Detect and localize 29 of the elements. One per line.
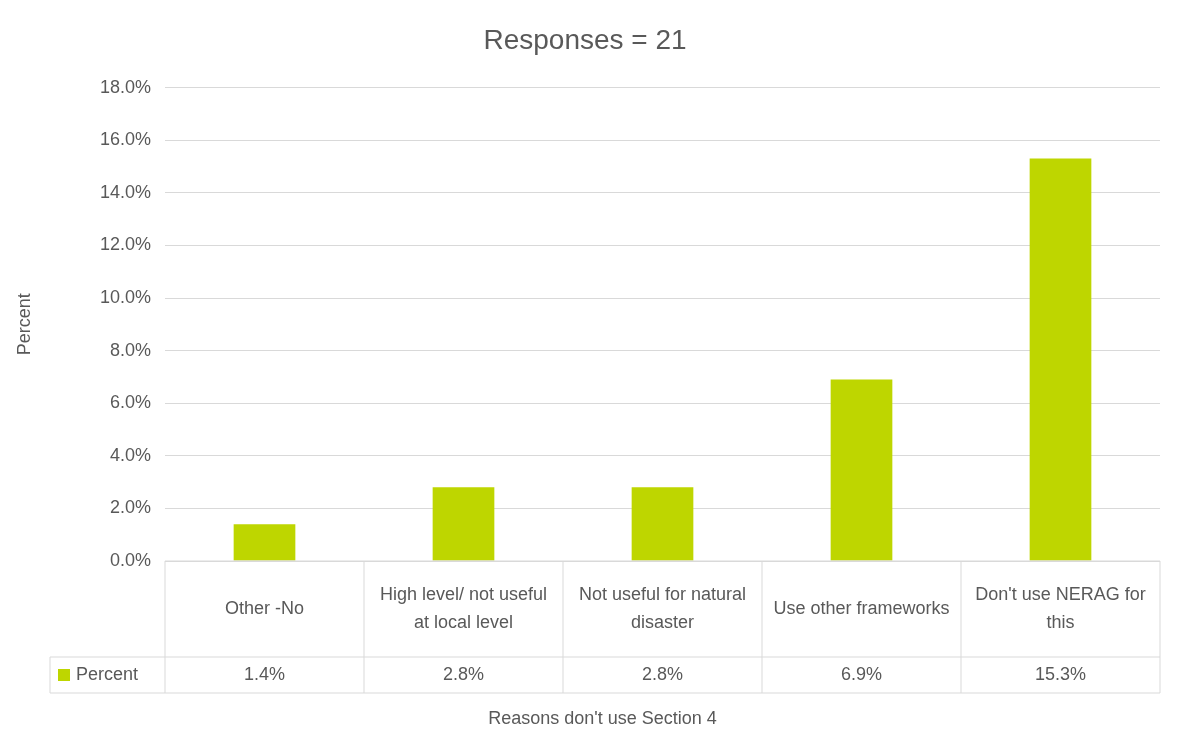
bar [1029, 158, 1092, 561]
y-tick-label: 14.0% [99, 181, 151, 202]
data-label: 6.9% [840, 663, 883, 684]
y-axis-title: Percent [13, 293, 34, 356]
y-tick-label: 2.0% [109, 497, 151, 518]
y-tick-label: 12.0% [99, 234, 151, 255]
bar [830, 379, 893, 561]
y-tick-label: 4.0% [109, 444, 151, 465]
bar [233, 524, 296, 561]
data-label: 1.4% [243, 663, 286, 684]
data-label: 15.3% [1034, 663, 1087, 684]
x-tick-label: Don't use NERAG for this [975, 583, 1146, 632]
x-tick-label: Use other frameworks [773, 597, 950, 618]
y-tick-label: 10.0% [99, 286, 151, 307]
x-tick-label: High level/ not useful at local level [379, 583, 548, 632]
data-label: 2.8% [442, 663, 485, 684]
chart-title: Responses = 21 [483, 23, 687, 55]
y-tick-label: 0.0% [109, 549, 151, 570]
y-tick-label: 6.0% [109, 392, 151, 413]
bar [631, 487, 694, 561]
x-tick-label: Other -No [224, 597, 305, 618]
legend-label: Percent [76, 663, 139, 684]
y-tick-label: 8.0% [109, 339, 151, 360]
x-tick-label: Not useful for natural disaster [578, 583, 747, 632]
bar [432, 487, 495, 561]
y-tick-label: 16.0% [99, 129, 151, 150]
x-axis-title: Reasons don't use Section 4 [488, 707, 717, 728]
y-tick-label: 18.0% [99, 76, 151, 97]
data-label: 2.8% [641, 663, 684, 684]
